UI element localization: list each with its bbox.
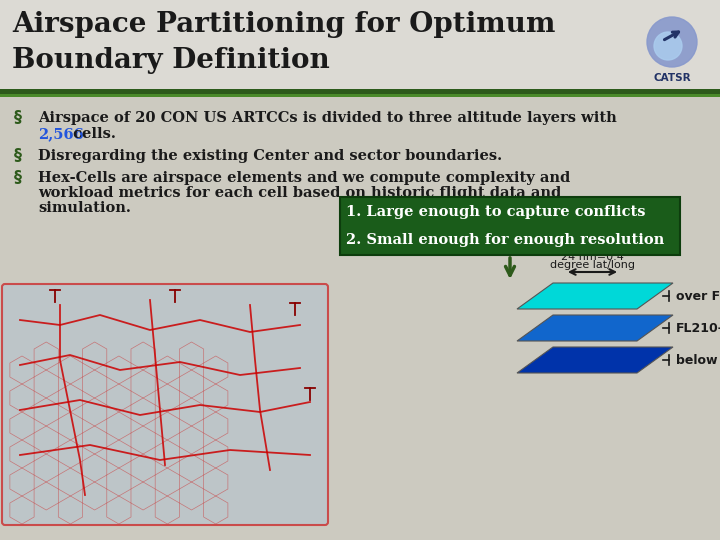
Text: below FL210: below FL210 bbox=[676, 354, 720, 367]
Bar bbox=[0, 94, 720, 97]
Text: simulation.: simulation. bbox=[38, 201, 131, 215]
Text: 2. Small enough for enough resolution: 2. Small enough for enough resolution bbox=[346, 233, 665, 247]
Text: 2,566: 2,566 bbox=[38, 127, 84, 141]
Bar bbox=[0, 0, 720, 90]
Text: Boundary Definition: Boundary Definition bbox=[12, 46, 330, 73]
Bar bbox=[0, 97, 720, 540]
Circle shape bbox=[654, 32, 682, 60]
Bar bbox=[0, 89, 720, 94]
Text: 24 nm=0.4: 24 nm=0.4 bbox=[561, 252, 624, 262]
Text: over FL310: over FL310 bbox=[676, 289, 720, 302]
Text: degree lat/long: degree lat/long bbox=[550, 260, 635, 270]
Text: §: § bbox=[14, 148, 22, 164]
Text: CATSR: CATSR bbox=[653, 73, 690, 83]
Text: Airspace Partitioning for Optimum: Airspace Partitioning for Optimum bbox=[12, 10, 555, 37]
Polygon shape bbox=[517, 283, 673, 309]
Text: FL210-FL310: FL210-FL310 bbox=[676, 321, 720, 334]
Text: Disregarding the existing Center and sector boundaries.: Disregarding the existing Center and sec… bbox=[38, 149, 502, 163]
Text: §: § bbox=[14, 111, 22, 125]
Text: Airspace of 20 CON US ARTCCs is divided to three altitude layers with: Airspace of 20 CON US ARTCCs is divided … bbox=[38, 111, 617, 125]
Text: Hex-Cells are airspace elements and we compute complexity and: Hex-Cells are airspace elements and we c… bbox=[38, 171, 570, 185]
FancyBboxPatch shape bbox=[2, 284, 328, 525]
Polygon shape bbox=[517, 315, 673, 341]
FancyBboxPatch shape bbox=[340, 197, 680, 255]
Text: 1. Large enough to capture conflicts: 1. Large enough to capture conflicts bbox=[346, 205, 646, 219]
Text: §: § bbox=[14, 171, 22, 186]
Text: cells.: cells. bbox=[68, 127, 116, 141]
Text: workload metrics for each cell based on historic flight data and: workload metrics for each cell based on … bbox=[38, 186, 562, 200]
Circle shape bbox=[647, 17, 697, 67]
Polygon shape bbox=[517, 347, 673, 373]
